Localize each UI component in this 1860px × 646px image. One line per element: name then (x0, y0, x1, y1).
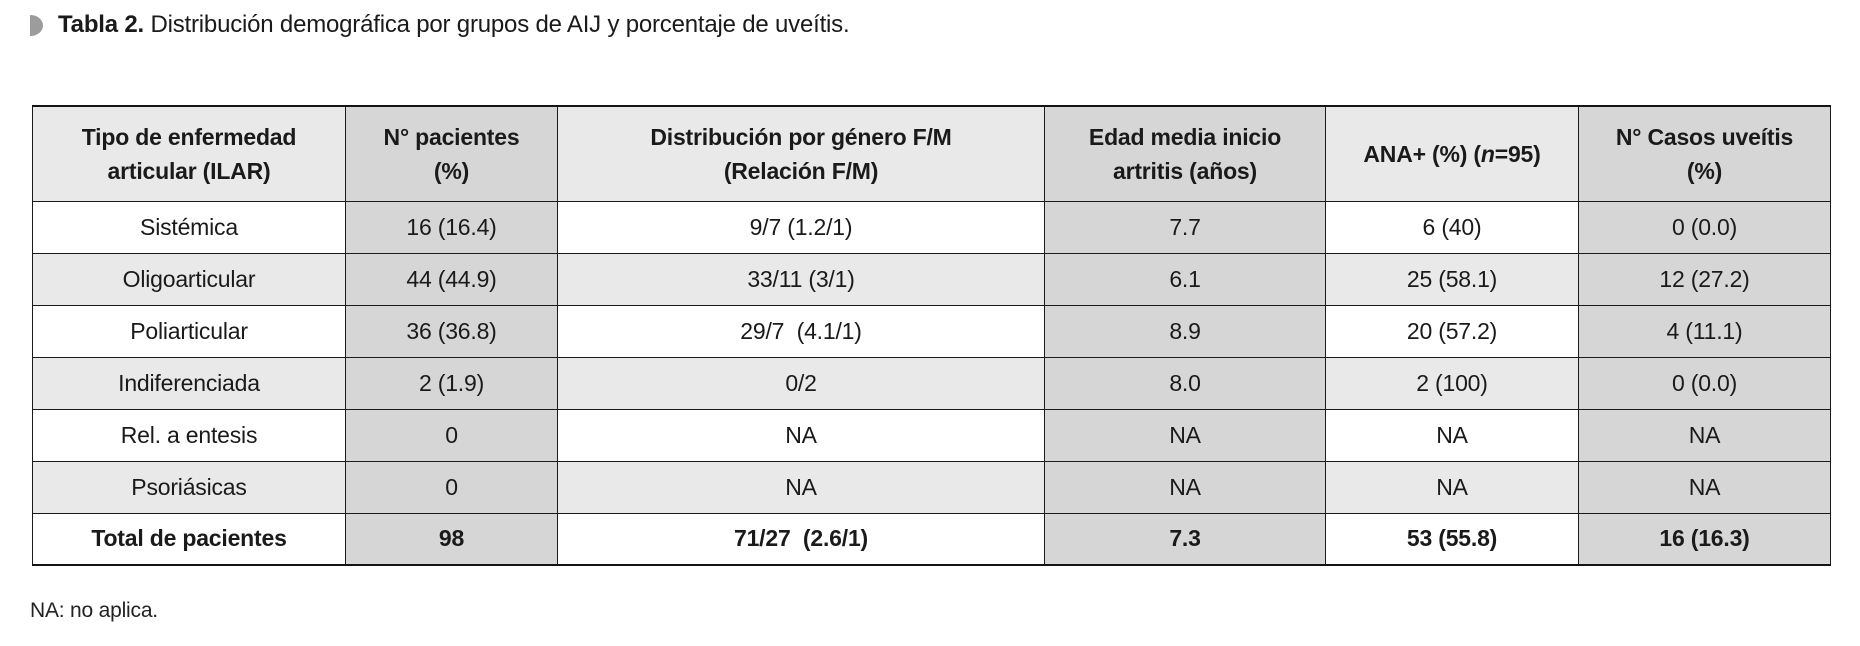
header-line: Edad media inicio (1088, 123, 1282, 150)
header-line: (%) (1686, 157, 1723, 184)
table-row-oligoarticular: Oligoarticular 44 (44.9) 33/11 (3/1) 6.1… (32, 252, 1831, 306)
table-cell: NA (1044, 460, 1326, 514)
column-header-tipo-enfermedad: Tipo de enfermedad articular (ILAR) (32, 105, 346, 202)
table-cell: 4 (11.1) (1578, 304, 1831, 358)
table-cell: 0/2 (557, 356, 1045, 410)
table-cell: 53 (55.8) (1325, 512, 1579, 566)
section-marker-icon (30, 14, 43, 36)
table-cell: 44 (44.9) (345, 252, 558, 306)
row-label: Oligoarticular (32, 252, 346, 306)
table-cell: 0 (0.0) (1578, 356, 1831, 410)
table-cell: NA (557, 408, 1045, 462)
header-line: (%) (433, 157, 470, 184)
header-line: articular (ILAR) (107, 157, 271, 184)
header-row: Tipo de enfermedad articular (ILAR) N° p… (32, 105, 1831, 202)
table-cell: 16 (16.4) (345, 200, 558, 254)
table-cell: NA (557, 460, 1045, 514)
table-cell: 8.0 (1044, 356, 1326, 410)
table-cell: 20 (57.2) (1325, 304, 1579, 358)
column-header-n-pacientes: N° pacientes (%) (345, 105, 558, 202)
table-cell: 25 (58.1) (1325, 252, 1579, 306)
ana-label-pre: ANA+ (%) ( (1363, 140, 1481, 167)
table-cell: NA (1325, 408, 1579, 462)
row-label: Poliarticular (32, 304, 346, 358)
table-cell: NA (1325, 460, 1579, 514)
table-cell: 8.9 (1044, 304, 1326, 358)
table-cell: 6 (40) (1325, 200, 1579, 254)
table-row-rel-a-entesis: Rel. a entesis 0 NA NA NA NA (32, 408, 1831, 462)
caption-text: Tabla 2. Distribución demográfica por gr… (58, 11, 850, 39)
column-header-edad-media: Edad media inicio artritis (años) (1044, 105, 1326, 202)
table-cell: 29/7 (4.1/1) (557, 304, 1045, 358)
table-cell: 2 (1.9) (345, 356, 558, 410)
table-caption: Tabla 2. Distribución demográfica por gr… (30, 11, 850, 39)
table-cell: 0 (0.0) (1578, 200, 1831, 254)
table-cell: 36 (36.8) (345, 304, 558, 358)
caption-label: Tabla 2. (58, 11, 144, 38)
header-line: ANA+ (%) (n=95) (1332, 137, 1572, 171)
ana-label-n-italic: n (1480, 140, 1495, 167)
caption-description: Distribución demográfica por grupos de A… (144, 11, 850, 38)
table-cell: 0 (345, 460, 558, 514)
row-label: Indiferenciada (32, 356, 346, 410)
header-line: (Relación F/M) (723, 157, 879, 184)
table-cell: 12 (27.2) (1578, 252, 1831, 306)
table-cell: 7.7 (1044, 200, 1326, 254)
table-row-indiferenciada: Indiferenciada 2 (1.9) 0/2 8.0 2 (100) 0… (32, 356, 1831, 410)
table-cell: 33/11 (3/1) (557, 252, 1045, 306)
row-label: Sistémica (32, 200, 346, 254)
table-row-poliarticular: Poliarticular 36 (36.8) 29/7 (4.1/1) 8.9… (32, 304, 1831, 358)
header-line: N° Casos uveítis (1615, 123, 1794, 150)
demographics-table: Tipo de enfermedad articular (ILAR) N° p… (32, 105, 1831, 566)
table-row-sistemica: Sistémica 16 (16.4) 9/7 (1.2/1) 7.7 6 (4… (32, 200, 1831, 254)
table-cell: 9/7 (1.2/1) (557, 200, 1045, 254)
table-cell: NA (1044, 408, 1326, 462)
header-line: N° pacientes (383, 123, 520, 150)
table-cell: 6.1 (1044, 252, 1326, 306)
ana-label-post: =95) (1494, 140, 1541, 167)
table-footnote: NA: no aplica. (30, 599, 158, 622)
header-line: Distribución por género F/M (650, 123, 952, 150)
table-row-total: Total de pacientes 98 71/27 (2.6/1) 7.3 … (32, 512, 1831, 566)
header-line: Tipo de enfermedad (81, 123, 297, 150)
row-label: Total de pacientes (32, 512, 346, 566)
header-line: artritis (años) (1113, 157, 1257, 184)
column-header-ana: ANA+ (%) (n=95) (1325, 105, 1579, 202)
column-header-distribucion-genero: Distribución por género F/M (Relación F/… (557, 105, 1045, 202)
column-header-casos-uveitis: N° Casos uveítis (%) (1578, 105, 1831, 202)
table-cell: NA (1578, 408, 1831, 462)
row-label: Rel. a entesis (32, 408, 346, 462)
table-cell: 16 (16.3) (1578, 512, 1831, 566)
table-cell: 71/27 (2.6/1) (557, 512, 1045, 566)
table-cell: 2 (100) (1325, 356, 1579, 410)
table-cell: NA (1578, 460, 1831, 514)
row-label: Psoriásicas (32, 460, 346, 514)
table-cell: 0 (345, 408, 558, 462)
table-cell: 98 (345, 512, 558, 566)
table-row-psoriasicas: Psoriásicas 0 NA NA NA NA (32, 460, 1831, 514)
table-cell: 7.3 (1044, 512, 1326, 566)
